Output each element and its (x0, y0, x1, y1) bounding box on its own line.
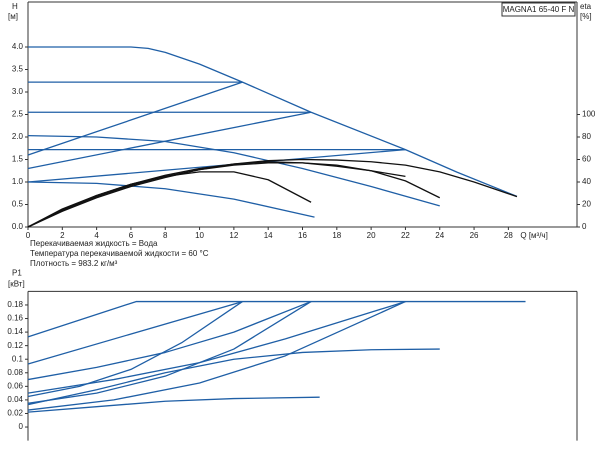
curve (27, 348, 440, 406)
x-tick-label: 16 (298, 231, 307, 240)
x-tick-label: 12 (229, 231, 238, 240)
x-tick-label: 4 (94, 231, 99, 240)
curve (27, 135, 440, 207)
x-tick-label: 26 (470, 231, 479, 240)
y-tick-label: 0.12 (7, 341, 23, 350)
chart-title: MAGNA1 65-40 F N (503, 5, 575, 14)
y-tick-label: 0.08 (7, 368, 23, 377)
y2-tick-label: 40 (582, 177, 591, 186)
y-unit: [кВт] (8, 280, 25, 289)
curve (27, 171, 312, 228)
curve (27, 111, 312, 170)
curve (27, 300, 312, 381)
curve (27, 396, 320, 413)
x-tick-label: 6 (129, 231, 134, 240)
annotation: Плотность = 983.2 кг/м³ (30, 259, 118, 268)
y-tick-label: 0.06 (7, 381, 23, 390)
y-tick-label: 3.5 (12, 65, 24, 74)
title-box (501, 2, 576, 17)
curve (28, 46, 518, 198)
x-tick-label: 24 (435, 231, 444, 240)
y2-tick-label: 60 (582, 155, 591, 164)
annotation: Температура перекачиваемой жидкости = 60… (30, 249, 209, 258)
curve (27, 300, 526, 338)
curve (27, 300, 406, 411)
y2-tick-label: 20 (582, 200, 591, 209)
x-tick-label: 8 (163, 231, 168, 240)
curve (27, 301, 312, 404)
y-tick-label: 4.0 (12, 42, 24, 51)
y-tick-label: 1.0 (12, 177, 24, 186)
y-tick-label: 0.1 (12, 354, 24, 363)
x-tick-label: 14 (264, 231, 273, 240)
y-tick-label: 0.16 (7, 314, 23, 323)
y-tick-label: 0.14 (7, 327, 23, 336)
y-unit: [м] (8, 12, 18, 21)
x-label: Q [м³/ч] (520, 231, 547, 240)
y-tick-label: 3.0 (12, 87, 24, 96)
curve (27, 300, 243, 365)
curve (27, 181, 315, 218)
y-tick-label: 2.5 (12, 110, 24, 119)
x-tick-label: 0 (26, 231, 31, 240)
annotation: Перекачиваемая жидкость = Вода (30, 239, 158, 248)
x-tick-label: 10 (195, 231, 204, 240)
curve (27, 81, 243, 156)
y-label: H (12, 2, 18, 11)
x-tick-label: 28 (504, 231, 513, 240)
y-label: P1 (12, 269, 22, 278)
y2-tick-label: 0 (582, 222, 587, 231)
x-tick-label: 18 (332, 231, 341, 240)
x-tick-label: 2 (60, 231, 65, 240)
y-tick-label: 0.5 (12, 200, 24, 209)
y2-tick-label: 100 (582, 110, 596, 119)
y-tick-label: 0.02 (7, 409, 23, 418)
y-tick-label: 0 (19, 422, 24, 431)
y-tick-label: 0.18 (7, 300, 23, 309)
y2-unit: [%] (580, 12, 592, 21)
curve (27, 161, 406, 228)
curve (27, 158, 518, 228)
y2-tick-label: 80 (582, 132, 591, 141)
x-tick-label: 22 (401, 231, 410, 240)
y-tick-label: 0.04 (7, 395, 23, 404)
y-tick-label: 2.0 (12, 132, 24, 141)
y-tick-label: 0.0 (12, 222, 24, 231)
x-tick-label: 20 (367, 231, 376, 240)
curve (27, 301, 243, 398)
y-tick-label: 1.5 (12, 155, 24, 164)
y2-label: eta (580, 2, 592, 11)
